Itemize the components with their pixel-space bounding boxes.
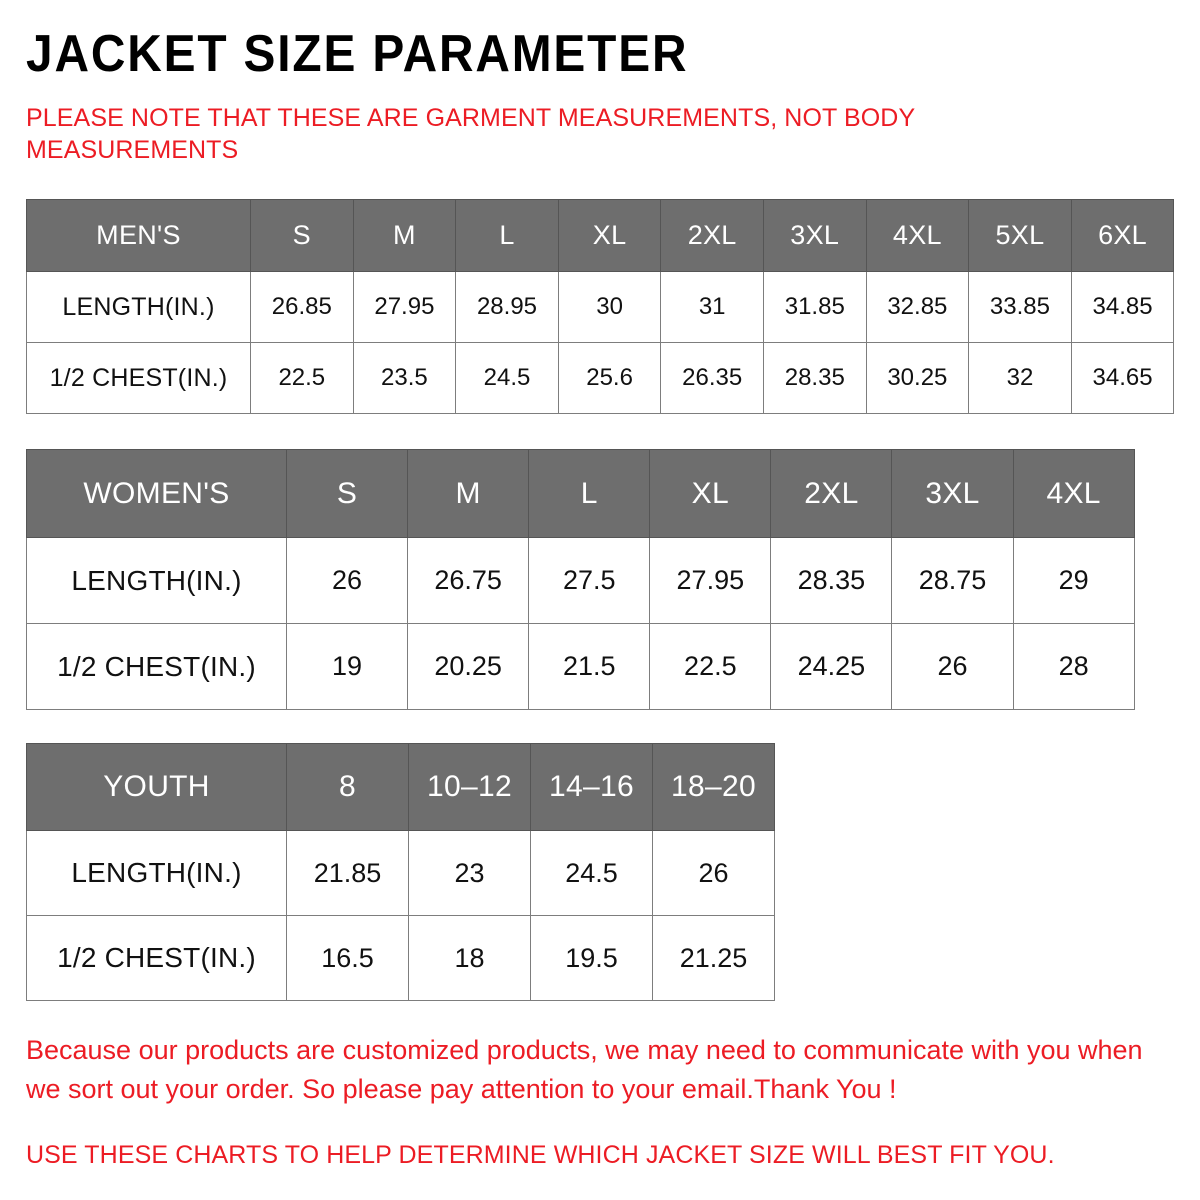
womens-table-header: WOMEN'S S M L XL 2XL 3XL 4XL xyxy=(26,449,1135,538)
womens-col-2xl: 2XL xyxy=(770,449,893,538)
table-cell: 26.35 xyxy=(660,342,764,414)
womens-table-title: WOMEN'S xyxy=(26,449,287,538)
mens-col-5xl: 5XL xyxy=(968,199,1072,272)
youth-table-title: YOUTH xyxy=(26,743,287,831)
youth-row-label-length: LENGTH(IN.) xyxy=(26,830,287,916)
table-cell: 25.6 xyxy=(557,342,662,414)
mens-col-2xl: 2XL xyxy=(660,199,764,272)
mens-col-4xl: 4XL xyxy=(865,199,970,272)
table-cell: 24.5 xyxy=(530,830,653,916)
table-cell: 33.85 xyxy=(968,271,1072,343)
mens-table-title: MEN'S xyxy=(26,199,251,272)
womens-row-label-length: LENGTH(IN.) xyxy=(26,537,287,624)
mens-col-xl: XL xyxy=(557,199,662,272)
womens-table-body: LENGTH(IN.) 26 26.75 27.5 27.95 28.35 28… xyxy=(26,537,1135,710)
womens-size-table-wrapper: WOMEN'S S M L XL 2XL 3XL 4XL LENGTH(IN.)… xyxy=(26,449,1174,710)
mens-table-header: MEN'S S M L XL 2XL 3XL 4XL 5XL 6XL xyxy=(26,199,1175,272)
table-cell: 19.5 xyxy=(530,915,653,1001)
table-cell: 26 xyxy=(285,537,409,624)
table-cell: 16.5 xyxy=(286,915,409,1001)
womens-col-m: M xyxy=(407,449,530,538)
mens-col-6xl: 6XL xyxy=(1070,199,1175,272)
table-cell: 27.95 xyxy=(649,537,772,624)
womens-row-label-chest: 1/2 CHEST(IN.) xyxy=(26,623,287,710)
womens-size-table: WOMEN'S S M L XL 2XL 3XL 4XL LENGTH(IN.)… xyxy=(26,449,1135,710)
womens-col-3xl: 3XL xyxy=(891,449,1014,538)
table-cell: 31.85 xyxy=(762,271,867,343)
table-cell: 32.85 xyxy=(865,271,970,343)
table-cell: 34.65 xyxy=(1070,342,1175,414)
table-cell: 18 xyxy=(408,915,531,1001)
table-cell: 23 xyxy=(408,830,531,916)
mens-row-label-chest: 1/2 CHEST(IN.) xyxy=(26,342,251,414)
table-row: 1/2 CHEST(IN.) 16.5 18 19.5 21.25 xyxy=(26,915,775,1001)
table-cell: 21.85 xyxy=(286,830,409,916)
youth-size-table: YOUTH 8 10–12 14–16 18–20 LENGTH(IN.) 21… xyxy=(26,743,775,1001)
youth-col-8: 8 xyxy=(286,743,409,831)
table-cell: 21.25 xyxy=(652,915,775,1001)
table-cell: 27.95 xyxy=(352,271,457,343)
table-cell: 24.5 xyxy=(455,342,559,414)
table-cell: 26 xyxy=(652,830,775,916)
youth-col-14-16: 14–16 xyxy=(530,743,653,831)
table-cell: 28.75 xyxy=(891,537,1014,624)
womens-col-s: S xyxy=(285,449,409,538)
mens-table-body: LENGTH(IN.) 26.85 27.95 28.95 30 31 31.8… xyxy=(26,271,1175,414)
table-cell: 30 xyxy=(557,271,662,343)
table-cell: 29 xyxy=(1012,537,1135,624)
table-cell: 22.5 xyxy=(250,342,354,414)
table-cell: 26.75 xyxy=(407,537,530,624)
table-row: 1/2 CHEST(IN.) 22.5 23.5 24.5 25.6 26.35… xyxy=(26,342,1175,414)
table-cell: 34.85 xyxy=(1070,271,1175,343)
table-cell: 31 xyxy=(660,271,764,343)
table-cell: 26 xyxy=(891,623,1014,710)
table-row: LENGTH(IN.) 26 26.75 27.5 27.95 28.35 28… xyxy=(26,537,1135,624)
table-header-row: YOUTH 8 10–12 14–16 18–20 xyxy=(26,743,775,831)
youth-col-18-20: 18–20 xyxy=(652,743,775,831)
table-cell: 23.5 xyxy=(352,342,457,414)
table-header-row: MEN'S S M L XL 2XL 3XL 4XL 5XL 6XL xyxy=(26,199,1175,272)
table-row: 1/2 CHEST(IN.) 19 20.25 21.5 22.5 24.25 … xyxy=(26,623,1135,710)
chart-usage-note: USE THESE CHARTS TO HELP DETERMINE WHICH… xyxy=(26,1141,1055,1170)
womens-col-l: L xyxy=(528,449,651,538)
table-cell: 24.25 xyxy=(770,623,893,710)
mens-col-s: S xyxy=(250,199,354,272)
table-cell: 30.25 xyxy=(865,342,970,414)
table-cell: 26.85 xyxy=(250,271,354,343)
table-cell: 28.95 xyxy=(455,271,559,343)
table-header-row: WOMEN'S S M L XL 2XL 3XL 4XL xyxy=(26,449,1135,538)
table-row: LENGTH(IN.) 26.85 27.95 28.95 30 31 31.8… xyxy=(26,271,1175,343)
table-cell: 20.25 xyxy=(407,623,530,710)
mens-size-table-wrapper: MEN'S S M L XL 2XL 3XL 4XL 5XL 6XL LENGT… xyxy=(26,199,1175,414)
table-cell: 28.35 xyxy=(770,537,893,624)
womens-col-4xl: 4XL xyxy=(1012,449,1135,538)
table-row: LENGTH(IN.) 21.85 23 24.5 26 xyxy=(26,830,775,916)
youth-row-label-chest: 1/2 CHEST(IN.) xyxy=(26,915,287,1001)
table-cell: 28.35 xyxy=(762,342,867,414)
youth-col-10-12: 10–12 xyxy=(408,743,531,831)
mens-col-3xl: 3XL xyxy=(762,199,867,272)
table-cell: 21.5 xyxy=(528,623,651,710)
mens-row-label-length: LENGTH(IN.) xyxy=(26,271,251,343)
youth-size-table-wrapper: YOUTH 8 10–12 14–16 18–20 LENGTH(IN.) 21… xyxy=(26,743,1174,1001)
table-cell: 28 xyxy=(1012,623,1135,710)
page-title: JACKET SIZE PARAMETER xyxy=(26,25,689,83)
table-cell: 27.5 xyxy=(528,537,651,624)
mens-col-l: L xyxy=(455,199,559,272)
table-cell: 32 xyxy=(968,342,1072,414)
table-cell: 19 xyxy=(285,623,409,710)
customization-note: Because our products are customized prod… xyxy=(26,1035,1143,1105)
footer-notes: Because our products are customized prod… xyxy=(26,1031,1174,1174)
youth-table-header: YOUTH 8 10–12 14–16 18–20 xyxy=(26,743,775,831)
table-cell: 22.5 xyxy=(649,623,772,710)
womens-col-xl: XL xyxy=(649,449,772,538)
mens-col-m: M xyxy=(352,199,457,272)
garment-measurement-disclaimer: PLEASE NOTE THAT THESE ARE GARMENT MEASU… xyxy=(26,104,915,164)
mens-size-table: MEN'S S M L XL 2XL 3XL 4XL 5XL 6XL LENGT… xyxy=(26,199,1175,414)
youth-table-body: LENGTH(IN.) 21.85 23 24.5 26 1/2 CHEST(I… xyxy=(26,830,775,1001)
